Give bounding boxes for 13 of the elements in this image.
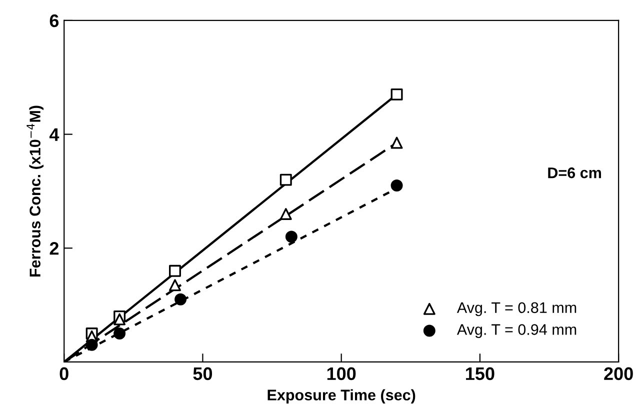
- annotation: D=6 cm: [548, 167, 601, 178]
- y-tick-label: 2: [50, 242, 59, 255]
- x-tick-label: 50: [193, 367, 212, 380]
- legend-label: Avg. T = 0.94 mm: [456, 324, 576, 338]
- x-tick-label: 200: [604, 367, 633, 380]
- y-tick-label: 4: [49, 128, 60, 141]
- legend-label: Avg. T = 0.81 mm: [456, 302, 576, 316]
- x-tick-label: 0: [60, 367, 68, 380]
- x-tick-label: 100: [327, 367, 356, 380]
- y-tick-label: 6: [50, 14, 59, 28]
- x-axis-title: Exposure Time (sec): [268, 389, 416, 404]
- x-tick-label: 150: [466, 367, 494, 380]
- y-axis-title: Ferrous Conc. (x10$^{−4}$M): [26, 106, 44, 277]
